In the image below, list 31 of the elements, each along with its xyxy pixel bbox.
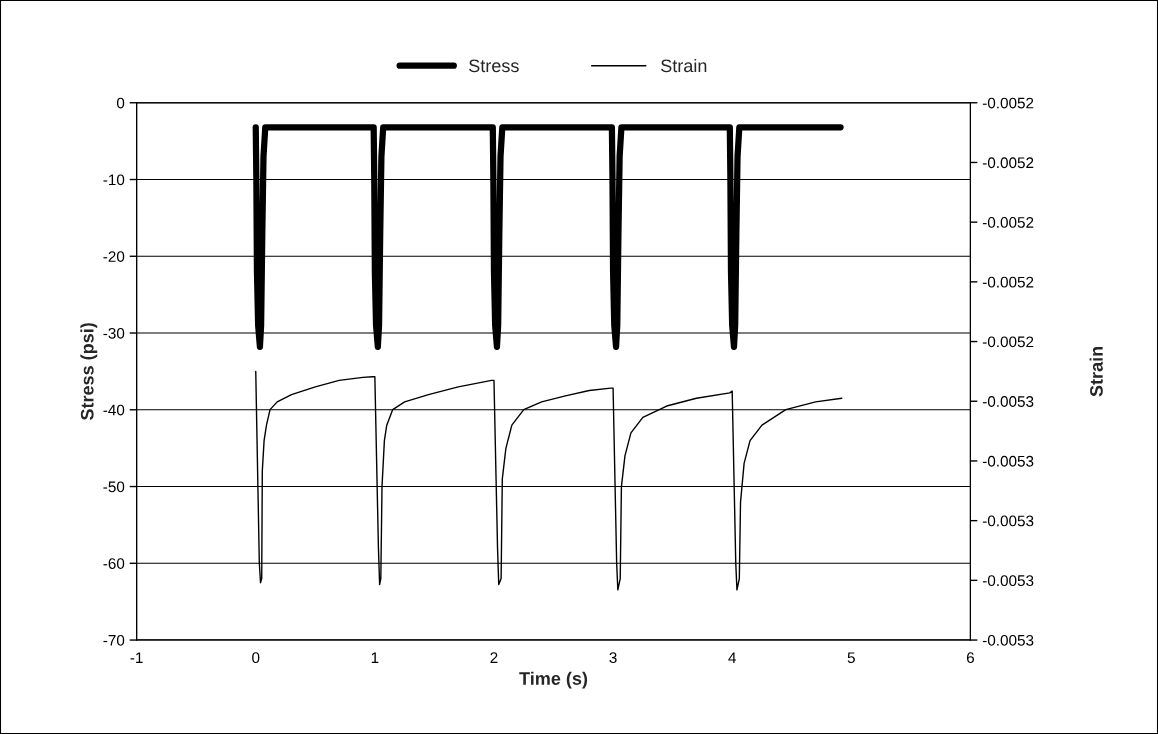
y-tick-label: -20 — [103, 251, 125, 262]
x-tick-label: 0 — [252, 652, 260, 664]
x-tick-label: 5 — [847, 652, 855, 664]
legend-label: Stress — [469, 59, 519, 73]
y-tick-label: -10 — [103, 174, 125, 186]
y2-tick-label: -0.0052 — [982, 276, 1034, 288]
y2-tick-label: -0.0053 — [982, 575, 1034, 587]
y2-tick-label: -0.0053 — [982, 455, 1034, 467]
x-tick-label: 4 — [728, 652, 736, 663]
x-axis-title: Time (s) — [519, 671, 588, 689]
y2-tick-label: -0.0052 — [982, 157, 1034, 169]
y-tick-label: -40 — [103, 404, 125, 416]
x-tick-label: 1 — [371, 652, 379, 663]
legend-label: Strain — [661, 58, 707, 73]
y-tick-label: -50 — [103, 481, 125, 493]
y2-axis-title: Strain — [1089, 346, 1103, 397]
y2-tick-label: -0.0052 — [982, 336, 1034, 348]
x-tick-label: -1 — [130, 652, 143, 663]
y2-tick-label: -0.0053 — [982, 634, 1034, 646]
y2-tick-label: -0.0052 — [982, 217, 1034, 228]
x-tick-label: 3 — [609, 652, 617, 664]
y-tick-label: -70 — [103, 634, 125, 646]
y-tick-label: -60 — [103, 558, 125, 569]
x-tick-label: 2 — [490, 652, 498, 663]
y-tick-label: 0 — [116, 97, 125, 109]
y2-tick-label: -0.0053 — [982, 515, 1034, 527]
x-tick-label: 6 — [966, 652, 974, 664]
y-axis-title: Stress (psi) — [80, 323, 98, 421]
y2-tick-label: -0.0052 — [982, 97, 1034, 109]
y2-tick-label: -0.0053 — [982, 396, 1034, 407]
y-tick-label: -30 — [103, 327, 125, 339]
